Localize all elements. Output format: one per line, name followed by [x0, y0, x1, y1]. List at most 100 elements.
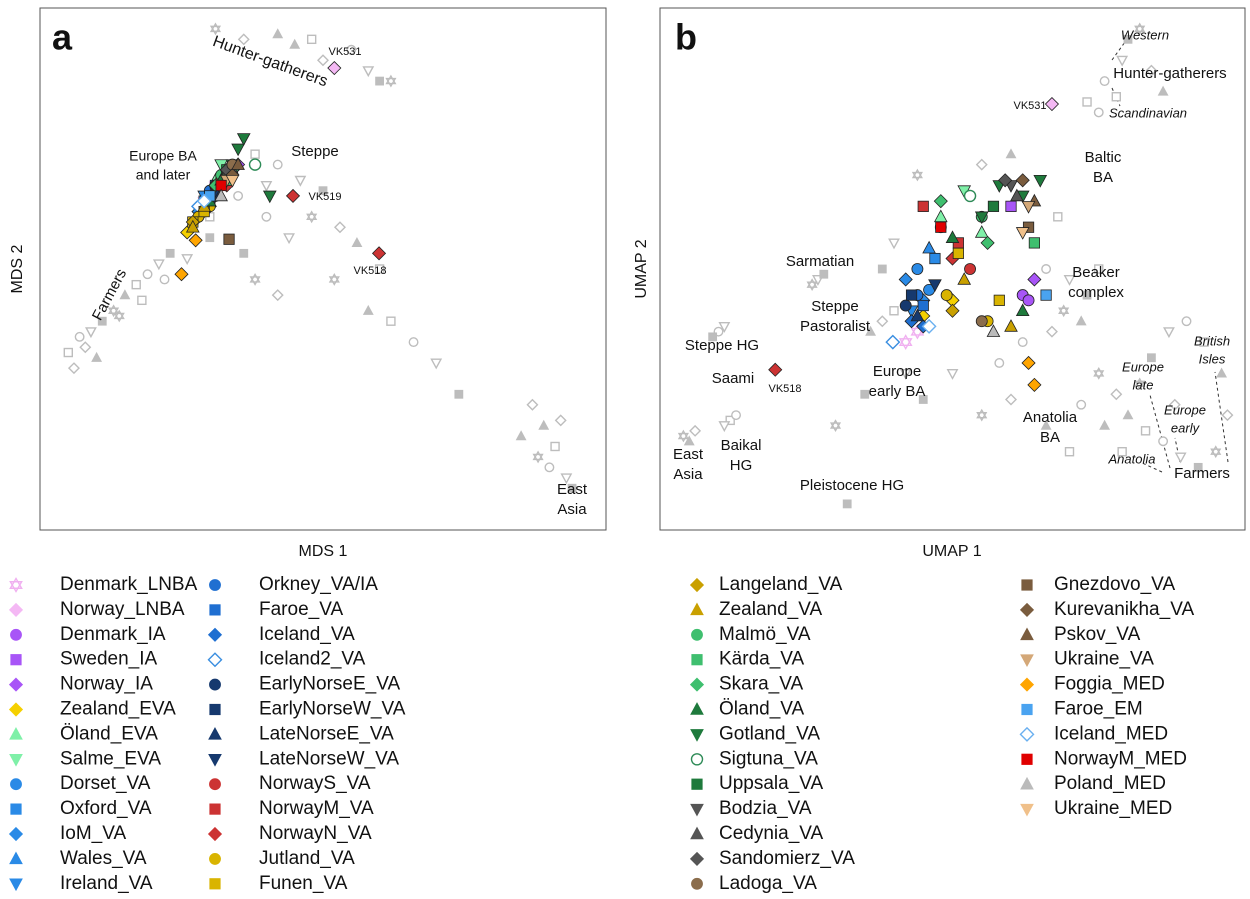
reference-point: [374, 264, 385, 274]
annotation: Scandinavian: [1109, 105, 1187, 120]
reference-point: [708, 332, 718, 342]
reference-point: [560, 473, 573, 485]
legend-marker: [690, 826, 704, 840]
legend-label: Ladoga_VA: [719, 873, 817, 894]
data-point: [898, 272, 913, 287]
leader-line: [1174, 437, 1181, 463]
legend-label: Ukraine_MED: [1054, 798, 1172, 819]
reference-point: [1099, 419, 1111, 430]
reference-point: [515, 430, 527, 441]
reference-point: [911, 168, 923, 182]
reference-point: [272, 28, 284, 39]
legend-label: Kärda_VA: [719, 649, 805, 670]
leader-line: [1139, 461, 1163, 473]
legend-marker: [1019, 677, 1035, 692]
legend-marker: [1020, 627, 1034, 641]
reference-point: [731, 410, 741, 421]
legend-marker: [691, 877, 703, 890]
reference-point: [1123, 34, 1133, 44]
legend-label: Faroe_VA: [259, 599, 343, 620]
reference-point: [306, 34, 317, 45]
reference-point: [1181, 316, 1192, 327]
legend-marker: [691, 778, 703, 790]
legend-marker: [207, 652, 223, 668]
reference-point: [718, 421, 731, 433]
legend-label: Öland_EVA: [60, 723, 158, 744]
legend-label: Denmark_LNBA: [60, 574, 198, 595]
data-point: [935, 221, 947, 233]
legend-marker: [10, 803, 22, 815]
legend-label: Gotland_VA: [719, 723, 820, 744]
data-point: [1028, 237, 1040, 249]
legend-marker: [1020, 654, 1034, 668]
legend-label: Zealand_EVA: [60, 699, 176, 720]
reference-point: [994, 358, 1005, 368]
legend-label: Denmark_IA: [60, 624, 166, 645]
annotation: Asia: [673, 466, 703, 483]
legend-label: Oxford_VA: [60, 798, 152, 819]
legend-marker: [209, 878, 221, 890]
annotation: Anatolia: [1108, 451, 1156, 466]
legend-label: IoM_VA: [60, 823, 127, 844]
reference-point: [91, 351, 103, 362]
reference-point: [249, 273, 261, 286]
reference-point: [1082, 290, 1092, 300]
legend-marker: [690, 702, 704, 715]
data-point: [1015, 173, 1030, 188]
annotation: Sarmatian: [786, 253, 854, 270]
reference-point: [1093, 367, 1105, 380]
data-point: [974, 211, 989, 225]
reference-point: [119, 289, 131, 300]
reference-point: [408, 337, 419, 348]
data-point: [225, 174, 240, 188]
reference-point: [328, 273, 340, 286]
reference-point: [1005, 393, 1017, 406]
data-point: [885, 334, 901, 350]
legend-marker: [9, 727, 23, 740]
reference-point: [250, 149, 260, 159]
reference-point: [526, 398, 539, 411]
legend-marker: [209, 778, 221, 791]
annotation: Isles: [1199, 351, 1226, 366]
data-point: [185, 219, 200, 233]
reference-point: [806, 278, 818, 292]
reference-point: [306, 210, 318, 224]
data-point: [929, 252, 941, 265]
annotation: Anatolia: [1023, 409, 1078, 426]
reference-point: [1117, 447, 1127, 457]
data-point: [248, 158, 262, 171]
legend-label: Norway_IA: [60, 674, 153, 695]
reference-point: [1157, 85, 1169, 96]
reference-point: [79, 341, 92, 354]
legend-marker: [689, 851, 705, 866]
reference-point: [1145, 64, 1158, 77]
legend-label: Orkney_VA/IA: [259, 574, 378, 595]
legend-label: NorwayN_VA: [259, 823, 372, 844]
reference-point: [1134, 377, 1146, 391]
data-point: [993, 294, 1005, 306]
reference-point: [1075, 315, 1087, 326]
annotation: Europe: [1122, 359, 1164, 374]
reference-point: [1140, 426, 1151, 436]
data-point: [1015, 303, 1030, 317]
data-point: [231, 143, 245, 157]
legend-label: Sandomierz_VA: [719, 848, 855, 869]
reference-point: [351, 237, 363, 248]
reference-point: [1199, 337, 1209, 347]
reference-point: [888, 238, 900, 250]
annotation: VK531: [1013, 100, 1046, 112]
legend-label: Poland_MED: [1054, 773, 1166, 794]
annotation: Beaker: [1072, 264, 1120, 281]
data-point: [933, 194, 948, 209]
reference-point: [385, 74, 397, 88]
legend-marker: [690, 803, 704, 817]
legend-label: LateNorseW_VA: [259, 748, 399, 769]
data-point: [928, 279, 942, 292]
legend-label: Pskov_VA: [1054, 624, 1141, 645]
panel-frame: [659, 7, 1246, 531]
reference-point: [1122, 409, 1134, 420]
legend-label: Dorset_VA: [60, 773, 151, 794]
annotation: Steppe HG: [685, 337, 759, 354]
annotation: Europe: [873, 363, 921, 380]
